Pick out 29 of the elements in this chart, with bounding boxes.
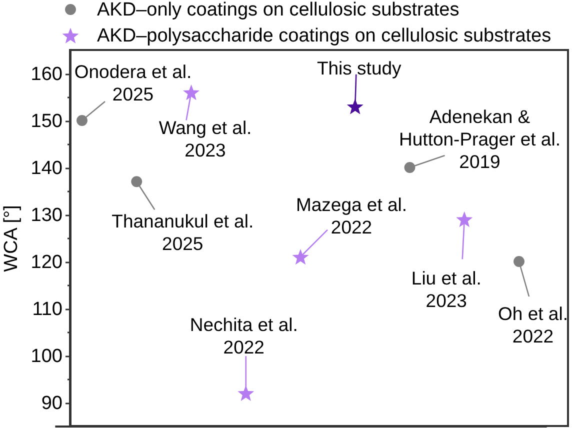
y-tick-label: 150 — [30, 111, 62, 132]
annotation: This study — [316, 57, 402, 78]
y-tick-label: 140 — [30, 158, 62, 179]
annotation: Wang et al. 2023 — [158, 117, 252, 161]
legend-label: AKD–only coatings on cellulosic substrates — [97, 0, 460, 20]
annotation: Thananukul et al. 2025 — [112, 210, 254, 254]
annotation: Oh et al. 2022 — [498, 302, 568, 346]
point — [514, 256, 524, 267]
y-axis-title: WCA [°] — [0, 205, 22, 272]
y-tick-label: 160 — [30, 64, 62, 85]
point — [346, 98, 364, 114]
annotation: Adenekan & Hutton-Prager et al. 2019 — [399, 106, 560, 172]
point — [238, 385, 254, 401]
annotation: Mazega et al. 2022 — [296, 194, 408, 238]
point — [404, 162, 416, 173]
point — [456, 211, 473, 228]
point — [292, 249, 309, 265]
annotation: Liu et al. 2023 — [411, 267, 482, 311]
y-tick-label: 120 — [30, 252, 62, 273]
y-tick-label: 130 — [30, 205, 62, 226]
y-tick-label: 90 — [41, 393, 62, 414]
legend-label: AKD–polysaccharide coatings on cellulosic substrates — [97, 26, 552, 46]
point — [131, 176, 142, 188]
y-tick-label: 110 — [32, 299, 62, 320]
y-tick-label: 100 — [30, 346, 62, 367]
point — [183, 84, 200, 100]
point — [76, 115, 88, 126]
annotation: Onodera et al. 2025 — [74, 60, 192, 104]
annotation: Nechita et al. 2022 — [190, 314, 298, 358]
